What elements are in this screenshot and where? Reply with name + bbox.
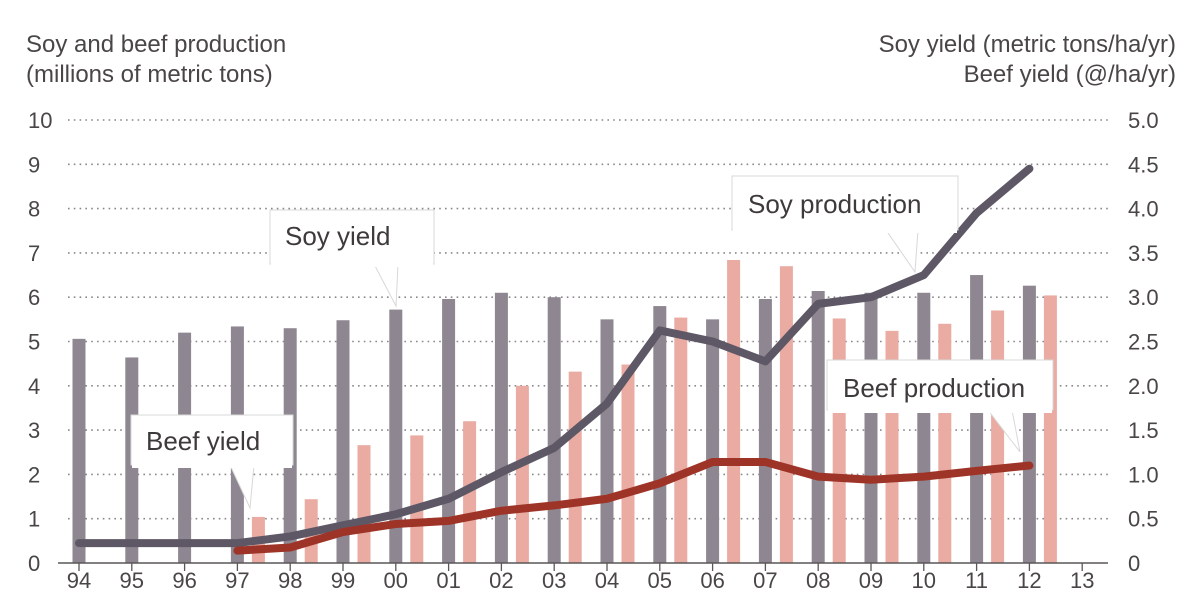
left-tick-label: 0: [28, 551, 40, 576]
right-tick-label: 5.0: [1128, 108, 1159, 133]
x-tick-label: 06: [700, 568, 724, 593]
left-tick-label: 10: [28, 108, 52, 133]
soy-production-label: Soy production: [748, 189, 921, 219]
right-tick-label: 2.5: [1128, 330, 1159, 355]
left-tick-label: 1: [28, 507, 40, 532]
soy-yield-bar: [811, 290, 825, 563]
right-tick-label: 0.5: [1128, 507, 1159, 532]
x-tick-label: 11: [965, 568, 988, 593]
soy-yield-bar: [547, 297, 561, 563]
beef-yield-bar: [515, 385, 529, 563]
right-tick-label: 2.0: [1128, 374, 1159, 399]
x-tick-label: 99: [331, 568, 355, 593]
beef-production-label: Beef production: [843, 373, 1025, 403]
right-tick-label: 3.0: [1128, 285, 1159, 310]
callout-box: [269, 209, 435, 265]
x-tick-label: 03: [542, 568, 566, 593]
left-tick-label: 6: [28, 285, 40, 310]
x-tick-label: 01: [436, 568, 460, 593]
right-axis-title-line1: Soy yield (metric tons/ha/yr): [878, 31, 1176, 58]
right-axis-title-line2: Beef yield (@/ha/yr): [963, 61, 1176, 88]
callout-joint: [828, 407, 1052, 413]
soy-yield-label: Soy yield: [285, 221, 391, 251]
left-tick-label: 3: [28, 418, 40, 443]
left-tick-label: 5: [28, 330, 40, 355]
callout-joint: [271, 261, 433, 267]
callout-box: [130, 414, 294, 466]
right-tick-label: 1.0: [1128, 462, 1159, 487]
soy-yield-bar: [653, 306, 667, 563]
left-axis-title: Soy and beef production (millions of met…: [26, 30, 286, 90]
beef-yield-bar: [991, 310, 1005, 563]
x-tick-label: 98: [278, 568, 302, 593]
beef-yield-bar: [357, 445, 371, 563]
x-tick-label: 05: [648, 568, 672, 593]
right-tick-label: 4.5: [1128, 152, 1159, 177]
left-tick-label: 7: [28, 241, 40, 266]
x-tick-label: 94: [67, 568, 91, 593]
beef-yield-bar: [568, 371, 582, 563]
beef-yield-bar: [832, 318, 846, 563]
x-tick-label: 07: [753, 568, 777, 593]
x-tick-label: 96: [172, 568, 196, 593]
callout-joint: [733, 227, 957, 233]
x-tick-label: 13: [1070, 568, 1094, 593]
soy-yield-bar: [917, 292, 931, 563]
beef-yield-bar: [621, 364, 635, 563]
soy-production-line: [75, 164, 1034, 548]
x-tick-label: 12: [1017, 568, 1041, 593]
soy-yield-bar: [494, 292, 508, 563]
left-tick-label: 4: [28, 374, 40, 399]
x-tick-label: 00: [384, 568, 408, 593]
soy-yield-bar: [706, 319, 720, 563]
callout-joint: [132, 462, 292, 468]
left-tick-label: 2: [28, 462, 40, 487]
x-tick-label: 97: [225, 568, 249, 593]
soy-yield-bar: [758, 298, 772, 563]
beef-yield-label: Beef yield: [146, 426, 260, 456]
x-tick-label: 08: [806, 568, 830, 593]
soy-yield-bar: [970, 275, 984, 563]
beef-yield-bar: [674, 317, 688, 563]
left-tick-label: 9: [28, 152, 40, 177]
right-tick-label: 1.5: [1128, 418, 1159, 443]
beef-yield-bar: [727, 259, 741, 563]
x-tick-label: 04: [595, 568, 619, 593]
beef-yield-bar: [1043, 295, 1057, 563]
x-tick-label: 09: [859, 568, 883, 593]
callout-pointer: [885, 229, 919, 274]
right-tick-label: 3.5: [1128, 241, 1159, 266]
right-tick-label: 4.0: [1128, 197, 1159, 222]
soy-yield-bar: [72, 338, 86, 563]
right-axis-title: Soy yield (metric tons/ha/yr) Beef yield…: [879, 30, 1176, 90]
beef-yield-bar: [410, 435, 424, 563]
soy-yield-bar: [389, 309, 403, 563]
right-tick-label: 0: [1128, 551, 1140, 576]
left-tick-label: 8: [28, 197, 40, 222]
left-axis-title-line2: (millions of metric tons): [26, 61, 273, 88]
beef-yield-bar: [779, 266, 793, 563]
soy-yield-bar: [600, 319, 614, 563]
soy-yield-bar: [336, 320, 350, 563]
soy-yield-bar: [1022, 285, 1036, 563]
beef-production-line: [233, 457, 1034, 555]
soy-yield-bar: [864, 292, 878, 563]
x-tick-label: 02: [489, 568, 513, 593]
left-axis-title-line1: Soy and beef production: [26, 31, 287, 58]
x-tick-label: 10: [912, 568, 936, 593]
x-tick-label: 95: [120, 568, 144, 593]
callout-pointer: [373, 263, 399, 308]
